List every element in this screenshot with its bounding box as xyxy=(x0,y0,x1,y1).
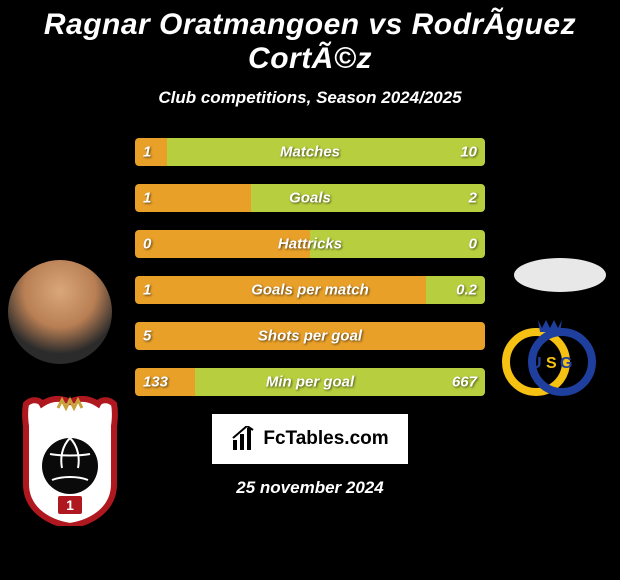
bar-right-value: 0.2 xyxy=(456,282,477,299)
player-right-avatar xyxy=(514,258,606,292)
bar-right-value: 10 xyxy=(460,144,477,161)
svg-text:1: 1 xyxy=(66,497,74,513)
player-left-avatar xyxy=(8,260,112,364)
bar-right-value: 2 xyxy=(469,190,477,207)
bar-label: Goals per match xyxy=(251,282,369,299)
bar-left-value: 0 xyxy=(143,236,151,253)
page-title: Ragnar Oratmangoen vs RodrÃ­guez CortÃ©z xyxy=(0,0,620,76)
bar-label: Shots per goal xyxy=(258,328,362,345)
bar-label: Matches xyxy=(280,144,340,161)
bar-right-value: 0 xyxy=(469,236,477,253)
bar-row: 5 Shots per goal xyxy=(135,322,485,350)
watermark: FcTables.com xyxy=(212,414,408,464)
bar-row: 1 0.2 Goals per match xyxy=(135,276,485,304)
svg-text:G: G xyxy=(560,355,572,372)
watermark-text: FcTables.com xyxy=(263,428,388,450)
bar-left-value: 133 xyxy=(143,374,168,391)
svg-text:U: U xyxy=(530,355,542,372)
bar-left-value: 1 xyxy=(143,144,151,161)
bar-left-value: 1 xyxy=(143,190,151,207)
svg-text:S: S xyxy=(546,355,557,372)
bar-label: Min per goal xyxy=(266,374,354,391)
bar-row: 1 10 Matches xyxy=(135,138,485,166)
bar-row: 133 667 Min per goal xyxy=(135,368,485,396)
bar-left-segment xyxy=(135,184,251,212)
bar-row: 0 0 Hattricks xyxy=(135,230,485,258)
club-left-crest: 1 xyxy=(18,396,122,526)
bar-left-value: 1 xyxy=(143,282,151,299)
bar-row: 1 2 Goals xyxy=(135,184,485,212)
comparison-bars: 1 10 Matches 1 2 Goals 0 0 Hattricks 1 0.2 Goals pe… xyxy=(135,138,485,396)
bar-right-segment xyxy=(251,184,486,212)
subtitle: Club competitions, Season 2024/2025 xyxy=(0,88,620,108)
watermark-chart-icon xyxy=(231,426,257,452)
comparison-content: 1 U S G 1 10 Matches 1 2 Goals 0 0 Hattricks 1 0.2… xyxy=(0,138,620,498)
bar-right-value: 667 xyxy=(452,374,477,391)
bar-left-value: 5 xyxy=(143,328,151,345)
club-right-crest: U S G xyxy=(500,316,598,400)
bar-label: Hattricks xyxy=(278,236,342,253)
bar-label: Goals xyxy=(289,190,331,207)
